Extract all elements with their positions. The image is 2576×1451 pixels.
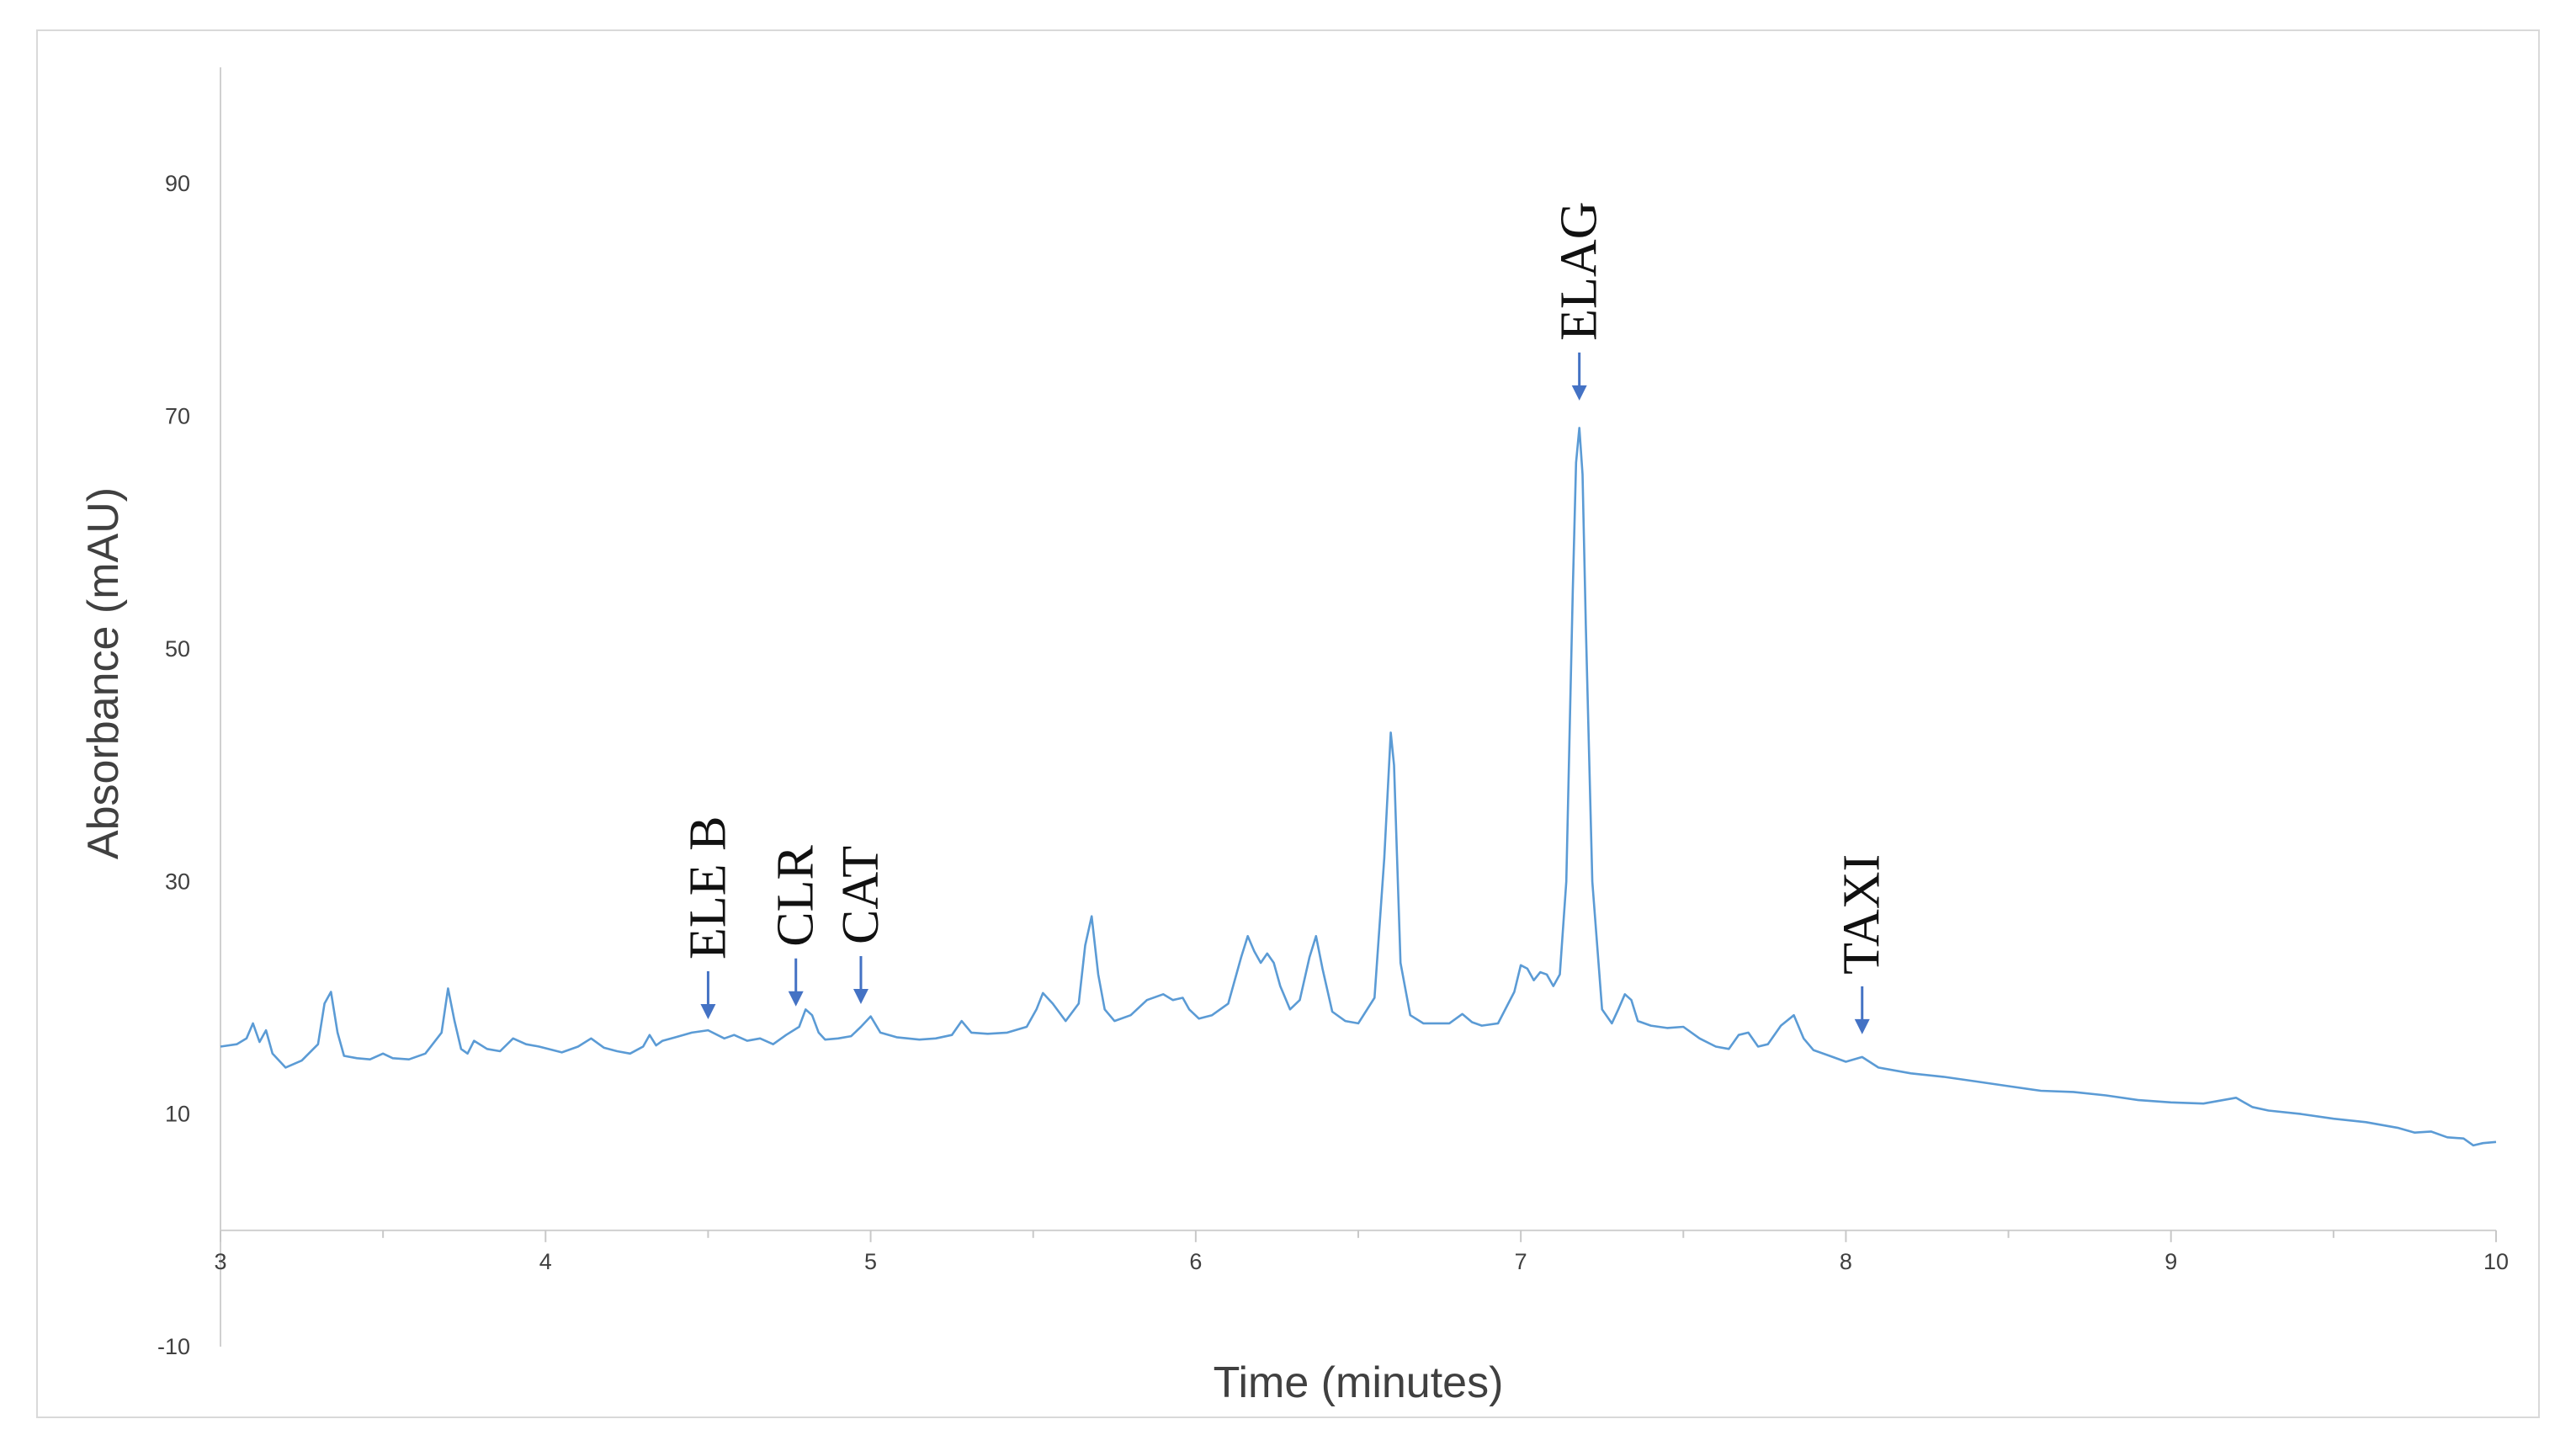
annotation-arrowhead [1854, 1018, 1870, 1034]
annotation-arrowhead [700, 1003, 716, 1019]
y-tick-label: 90 [165, 171, 190, 196]
x-tick-label: 3 [214, 1249, 226, 1274]
x-tick-label: 10 [2483, 1249, 2509, 1274]
y-axis-ticks: -10 10 30 50 70 90 [157, 171, 190, 1359]
axes [220, 67, 2496, 1347]
x-tick-label: 4 [539, 1249, 552, 1274]
annotation-elag: ELAG [1551, 202, 1608, 401]
annotation-ele-b: ELE B [679, 816, 736, 1019]
x-axis-title: Time (minutes) [1214, 1358, 1504, 1407]
x-tick-label: 6 [1189, 1249, 1202, 1274]
x-axis-ticks: 3 4 5 6 7 8 9 10 [214, 1230, 2509, 1274]
y-tick-label: 70 [165, 404, 190, 429]
chart-frame [36, 29, 2540, 1418]
annotation-clr: CLR [767, 845, 825, 1007]
y-axis-title: Absorbance (mAU) [79, 487, 128, 859]
x-tick-label: 9 [2164, 1249, 2177, 1274]
annotation-cat: CAT [832, 846, 890, 1004]
annotation-label: TAXI [1834, 854, 1891, 975]
y-tick-label: 30 [165, 869, 190, 894]
annotation-arrowhead [1571, 385, 1587, 401]
absorbance-series-line [220, 427, 2497, 1147]
annotation-label: ELE B [679, 816, 736, 959]
peak-annotations: ELE B CLR CAT ELAG TAXI [679, 202, 1891, 1034]
annotation-label: CLR [767, 845, 825, 947]
annotation-label: ELAG [1551, 202, 1608, 341]
annotation-arrowhead [788, 991, 804, 1007]
y-tick-label: 50 [165, 636, 190, 662]
x-tick-label: 8 [1840, 1249, 1852, 1274]
annotation-label: CAT [832, 846, 890, 944]
annotation-arrowhead [852, 988, 868, 1004]
y-tick-label: 10 [165, 1102, 190, 1127]
x-tick-label: 7 [1515, 1249, 1527, 1274]
x-tick-label: 5 [864, 1249, 877, 1274]
annotation-taxi: TAXI [1834, 854, 1891, 1034]
y-tick-label: -10 [157, 1334, 190, 1359]
